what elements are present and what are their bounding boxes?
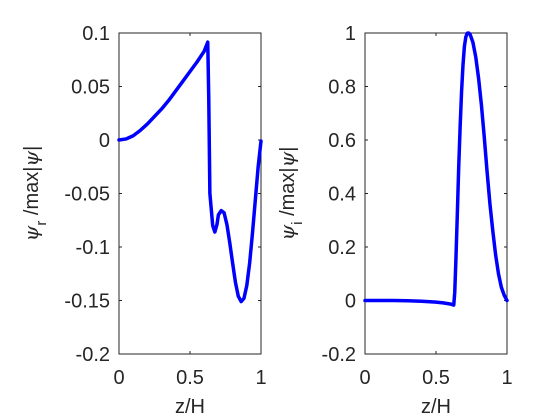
left-x-tick-label: 1 <box>255 367 266 389</box>
left-y-axis-label: ψr /max|ψ| <box>19 146 50 242</box>
left-series-line <box>117 40 263 304</box>
left-y-tick-label: 0 <box>99 130 110 152</box>
right-y-tick-label: 0.4 <box>328 184 356 206</box>
right-series-line <box>363 31 509 307</box>
psi-symbol: ψ <box>19 225 43 241</box>
right-x-tick-label: 0.5 <box>422 367 450 389</box>
psi-symbol: ψ <box>275 151 299 167</box>
left-chart: 0 0.5 10.10.050-0.05-0.1-0.15-0.2z/Hψr /ma… <box>19 23 267 418</box>
left-y-tick-label: -0.05 <box>64 184 110 206</box>
left-y-tick-label: -0.1 <box>76 237 110 259</box>
left-x-tick-label: 0.5 <box>176 367 204 389</box>
right-axes-box <box>364 32 508 355</box>
left-y-tick-label: 0.1 <box>82 23 110 45</box>
right-chart: 0 0.5 110.80.60.40.20-0.2z/Hψi /max|ψ| <box>275 23 513 418</box>
right-y-tick-label: 1 <box>345 23 356 45</box>
right-y-tick-label: 0.2 <box>328 237 356 259</box>
left-x-tick-label: 0 <box>113 367 124 389</box>
right-y-tick-label: 0 <box>345 291 356 313</box>
right-x-tick-label: 0 <box>359 367 370 389</box>
right-y-tick-label: 0.8 <box>328 77 356 99</box>
psi-symbol: ψ <box>275 225 299 241</box>
subscript: i <box>289 221 306 224</box>
label-text: /max| <box>21 167 43 221</box>
left-x-axis-label: z/H <box>175 396 205 418</box>
right-y-tick-label: -0.2 <box>322 344 356 366</box>
right-x-tick-label: 1 <box>501 367 512 389</box>
subscript: r <box>33 221 50 226</box>
left-y-tick-label: 0.05 <box>71 77 110 99</box>
left-y-tick-label: -0.15 <box>64 291 110 313</box>
label-text-end: | <box>277 146 299 151</box>
label-text-end: | <box>21 146 43 151</box>
left-axes-box <box>118 32 262 355</box>
label-text: /max| <box>277 167 299 221</box>
left-y-tick-label: -0.2 <box>76 344 110 366</box>
psi-symbol: ψ <box>19 151 43 167</box>
right-x-axis-label: z/H <box>421 396 451 418</box>
right-y-axis-label: ψi /max|ψ| <box>275 146 306 240</box>
right-y-tick-label: 0.6 <box>328 130 356 152</box>
